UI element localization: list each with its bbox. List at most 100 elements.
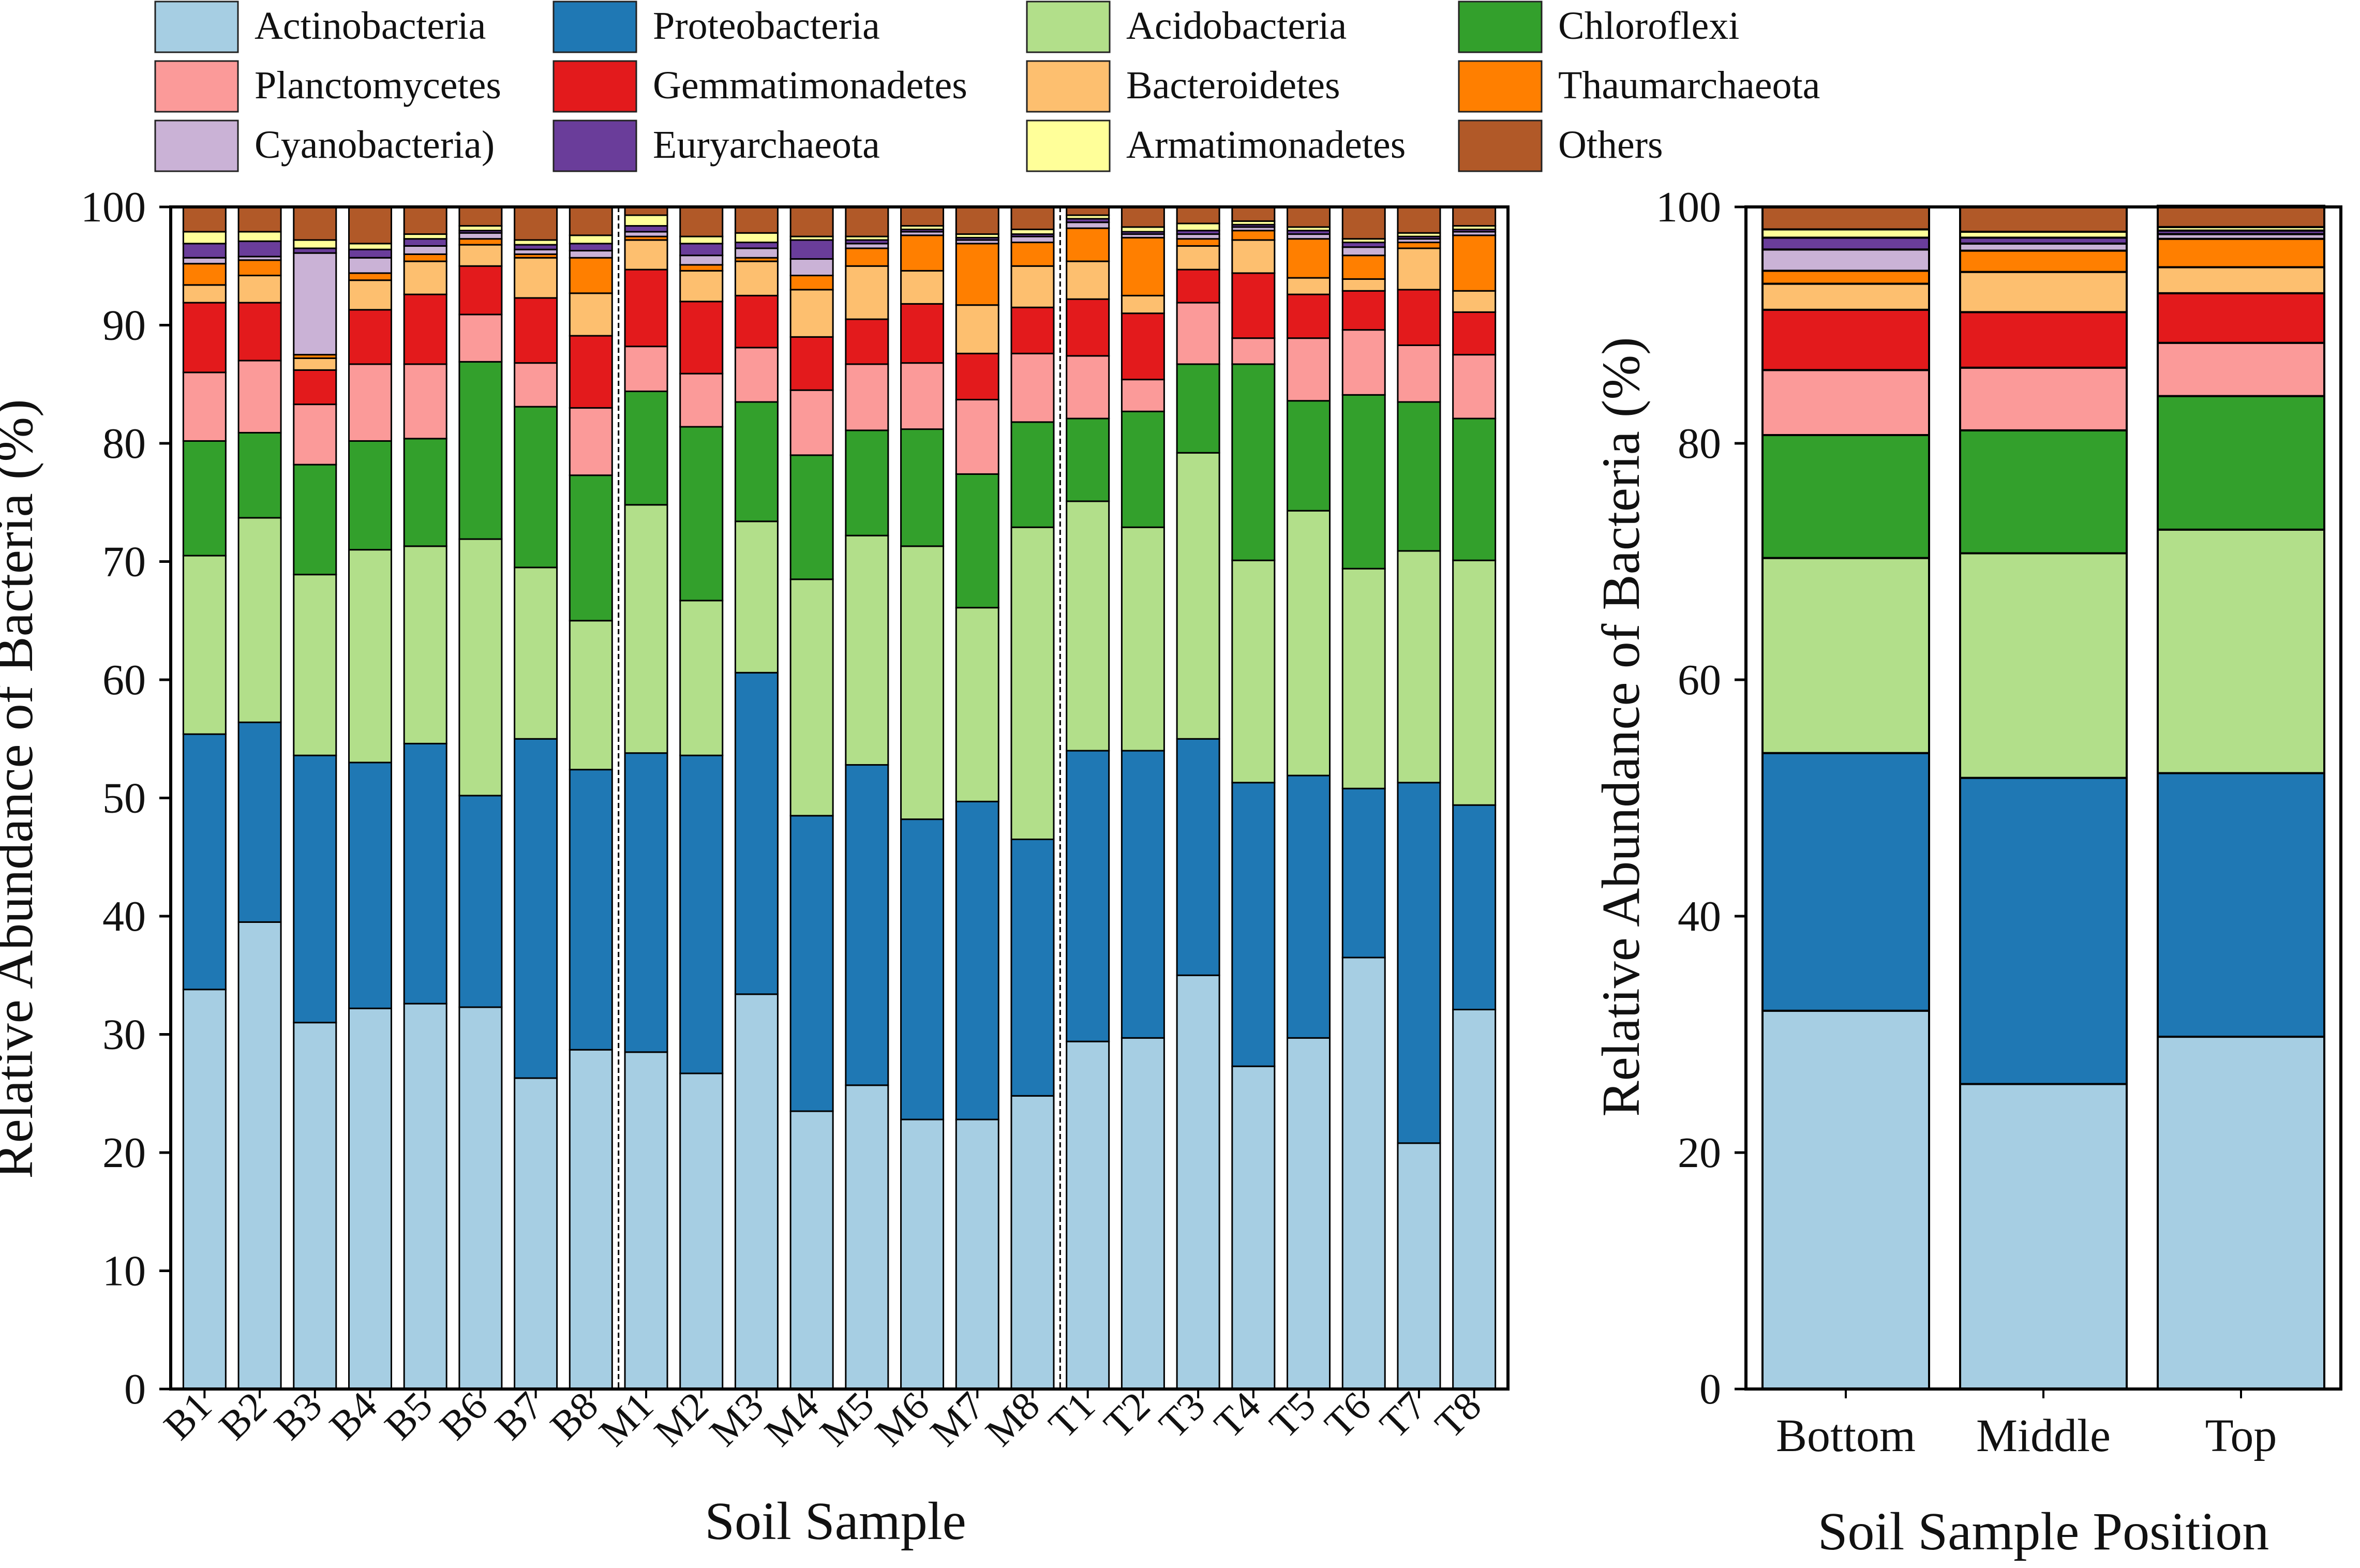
segment-b2-actinobacteria [237, 921, 282, 1390]
segment-t1-gemmatimonadetes [1066, 298, 1110, 357]
segment-b6-chloroflexi [458, 361, 503, 540]
segment-b3-armatimonadetes [293, 239, 337, 249]
segment-b5-acidobacteria [403, 545, 447, 744]
bar-middle [1959, 206, 2128, 1390]
segment-m1-proteobacteria [624, 752, 668, 1053]
segment-b8-acidobacteria [569, 620, 613, 771]
segment-m5-gemmatimonadetes [845, 318, 889, 365]
segment-t8-chloroflexi [1452, 417, 1497, 561]
segment-m5-actinobacteria [845, 1084, 889, 1390]
segment-t8-actinobacteria [1452, 1009, 1497, 1390]
bar-b1 [182, 206, 227, 1390]
segment-t7-acidobacteria [1397, 550, 1441, 784]
segment-b5-euryarchaeota [403, 238, 447, 247]
legend-item-thaumarchaeota: Thaumarchaeota [1458, 60, 1820, 113]
segment-b2-planctomycetes [237, 360, 282, 434]
segment-b4-euryarchaeota [348, 248, 392, 259]
segment-t8-proteobacteria [1452, 804, 1497, 1011]
segment-t8-planctomycetes [1452, 354, 1497, 420]
segment-t5-proteobacteria [1287, 774, 1331, 1039]
legend-swatch-armatimonadetes [1026, 120, 1111, 172]
segment-b7-proteobacteria [514, 738, 558, 1079]
segment-m8-planctomycetes [1010, 352, 1055, 423]
segment-m1-armatimonadetes [624, 214, 668, 227]
segment-b2-euryarchaeota [237, 240, 282, 258]
legend-label-proteobacteria: Proteobacteria [653, 4, 880, 48]
legend-swatch-others [1458, 120, 1543, 172]
segment-b4-others [348, 206, 392, 245]
segment-middle-proteobacteria [1959, 776, 2128, 1085]
segment-t8-gemmatimonadetes [1452, 311, 1497, 356]
legend-item-actinobacteria: Actinobacteria [154, 1, 486, 53]
soil-sample-y-axis-label: Relative Abundance of Bacteria (%) [0, 399, 44, 1178]
segment-b8-actinobacteria [569, 1049, 613, 1390]
segment-m3-others [734, 206, 779, 234]
legend-swatch-cyanobacteria [154, 120, 239, 172]
segment-middle-planctomycetes [1959, 366, 2128, 431]
segment-t3-armatimonadetes [1176, 222, 1220, 232]
segment-b4-acidobacteria [348, 549, 392, 764]
segment-b1-cyanobacteria [182, 257, 227, 265]
segment-t8-others [1452, 206, 1497, 227]
segment-t4-proteobacteria [1231, 782, 1276, 1067]
segment-b3-chloroflexi [293, 464, 337, 576]
segment-b7-acidobacteria [514, 566, 558, 740]
bar-t8 [1452, 206, 1497, 1390]
segment-b4-thaumarchaeota [348, 272, 392, 281]
segment-m5-others [845, 206, 889, 237]
segment-m1-bacteroidetes [624, 239, 668, 271]
segment-m7-gemmatimonadetes [955, 352, 999, 400]
segment-t1-proteobacteria [1066, 750, 1110, 1042]
segment-m7-thaumarchaeota [955, 243, 999, 306]
segment-bottom-proteobacteria [1761, 752, 1930, 1012]
segment-b8-proteobacteria [569, 769, 613, 1051]
segment-m4-cyanobacteria [789, 258, 834, 277]
segment-m2-thaumarchaeota [679, 264, 724, 272]
segment-m2-cyanobacteria [679, 255, 724, 266]
segment-b6-proteobacteria [458, 795, 503, 1008]
segment-m7-bacteroidetes [955, 304, 999, 354]
segment-t6-others [1341, 206, 1386, 240]
bar-top [2157, 204, 2325, 1390]
legend-item-others: Others [1458, 120, 1663, 172]
y-tick-label-80: 80 [102, 420, 146, 468]
segment-m2-actinobacteria [679, 1072, 724, 1390]
segment-b5-gemmatimonadetes [403, 293, 447, 365]
segment-m7-others [955, 206, 999, 235]
segment-m5-bacteroidetes [845, 265, 889, 320]
segment-b2-armatimonadetes [237, 231, 282, 242]
legend-swatch-chloroflexi [1458, 1, 1543, 53]
segment-t7-proteobacteria [1397, 782, 1441, 1144]
segment-m3-bacteroidetes [734, 260, 779, 296]
segment-t6-cyanobacteria [1341, 246, 1386, 257]
segment-b8-gemmatimonadetes [569, 335, 613, 409]
segment-bottom-gemmatimonadetes [1761, 308, 1930, 371]
segment-b7-actinobacteria [514, 1077, 558, 1390]
bar-b7 [514, 206, 558, 1390]
plot-frame [169, 205, 1510, 1391]
x-tick-label-bottom: Bottom [1776, 1410, 1916, 1461]
segment-m6-proteobacteria [900, 818, 945, 1121]
bar-m7 [955, 206, 999, 1390]
soil-position-x-axis-label: Soil Sample Position [1818, 1502, 2269, 1561]
segment-top-proteobacteria [2157, 772, 2325, 1038]
segment-t2-gemmatimonadetes [1121, 312, 1165, 381]
segment-m4-chloroflexi [789, 454, 834, 580]
segment-b4-armatimonadetes [348, 243, 392, 250]
segment-m3-armatimonadetes [734, 232, 779, 244]
segment-t4-bacteroidetes [1231, 239, 1276, 274]
segment-bottom-cyanobacteria [1761, 248, 1930, 272]
segment-b3-proteobacteria [293, 754, 337, 1024]
segment-b8-cyanobacteria [569, 250, 613, 259]
segment-b3-cyanobacteria [293, 252, 337, 356]
segment-b6-actinobacteria [458, 1006, 503, 1390]
segment-m4-bacteroidetes [789, 289, 834, 338]
bar-t5 [1287, 206, 1331, 1390]
segment-t4-chloroflexi [1231, 363, 1276, 561]
segment-b5-proteobacteria [403, 742, 447, 1005]
segment-m8-chloroflexi [1010, 421, 1055, 528]
legend-swatch-gemmatimonadetes [552, 60, 637, 113]
segment-m1-gemmatimonadetes [624, 268, 668, 348]
bar-t3 [1176, 206, 1220, 1390]
